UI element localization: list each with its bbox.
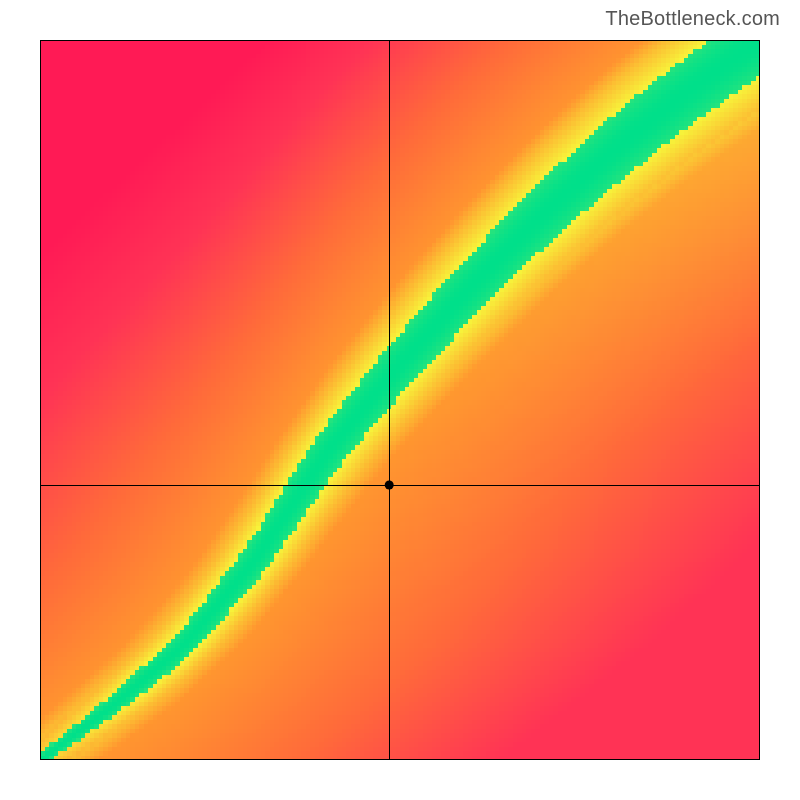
watermark-text: TheBottleneck.com — [605, 8, 780, 31]
chart-container: TheBottleneck.com — [0, 0, 800, 800]
bottleneck-heatmap — [0, 0, 800, 800]
